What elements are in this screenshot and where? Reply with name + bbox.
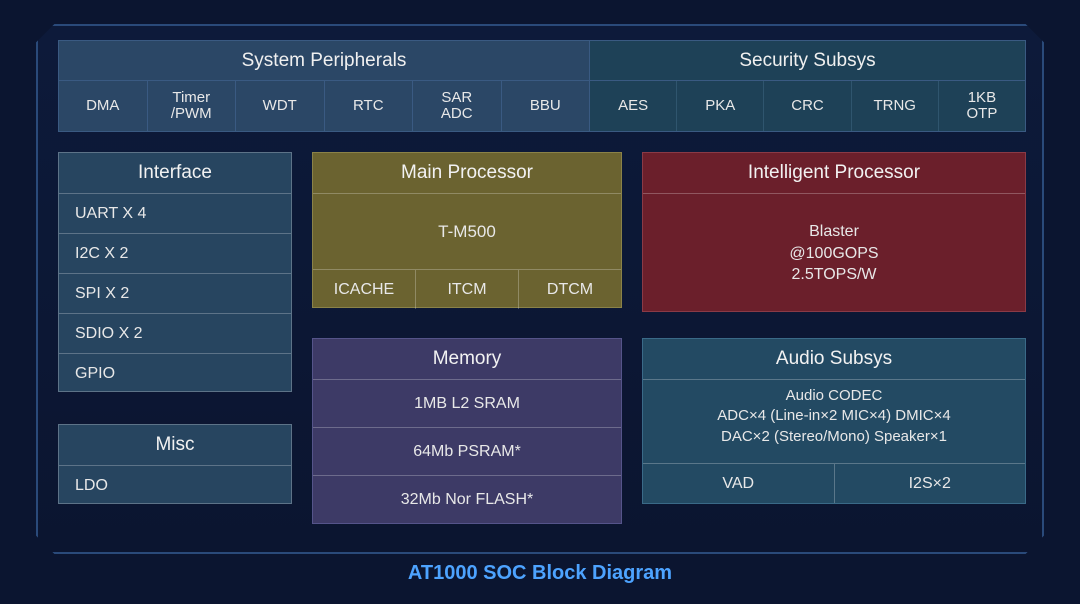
memory-row: 1MB L2 SRAM (313, 379, 621, 427)
interface-title: Interface (59, 153, 291, 193)
system-peripherals-title: System Peripherals (59, 41, 589, 81)
misc-row: LDO (59, 465, 291, 505)
audio-subcell: I2S×2 (835, 464, 1026, 503)
security-subsys-title: Security Subsys (590, 41, 1025, 81)
main-processor-block: Main Processor T-M500 ICACHE ITCM DTCM (312, 152, 622, 308)
audio-codec-body: Audio CODEC ADC×4 (Line-in×2 MIC×4) DMIC… (643, 379, 1025, 463)
cache-cell: ICACHE (313, 270, 416, 309)
intelligent-processor-body: Blaster @100GOPS 2.5TOPS/W (643, 193, 1025, 313)
misc-block: Misc LDO (58, 424, 292, 504)
interface-block: Interface UART X 4 I2C X 2 SPI X 2 SDIO … (58, 152, 292, 392)
interface-row: UART X 4 (59, 193, 291, 233)
main-processor-title: Main Processor (313, 153, 621, 193)
cache-cell: ITCM (416, 270, 519, 309)
audio-codec-line: DAC×2 (Stereo/Mono) Speaker×1 (651, 427, 1017, 447)
audio-subsys-title: Audio Subsys (643, 339, 1025, 379)
sp-cell: RTC (325, 81, 414, 131)
memory-block: Memory 1MB L2 SRAM 64Mb PSRAM* 32Mb Nor … (312, 338, 622, 524)
sec-cell: AES (590, 81, 677, 131)
security-subsys-block: Security Subsys AES PKA CRC TRNG 1KBOTP (590, 40, 1026, 132)
audio-subcells: VAD I2S×2 (643, 463, 1025, 503)
memory-row: 64Mb PSRAM* (313, 427, 621, 475)
sec-cell: PKA (677, 81, 764, 131)
intelligent-processor-title: Intelligent Processor (643, 153, 1025, 193)
diagram-frame: System Peripherals DMA Timer/PWM WDT RTC… (36, 24, 1044, 554)
sp-cell: Timer/PWM (148, 81, 237, 131)
interface-row: GPIO (59, 353, 291, 393)
intel-line: 2.5TOPS/W (791, 264, 876, 286)
diagram-caption: AT1000 SOC Block Diagram (0, 562, 1080, 585)
audio-subsys-block: Audio Subsys Audio CODEC ADC×4 (Line-in×… (642, 338, 1026, 504)
audio-subcell: VAD (643, 464, 835, 503)
sp-cell: WDT (236, 81, 325, 131)
intel-line: Blaster (809, 221, 859, 243)
misc-title: Misc (59, 425, 291, 465)
audio-codec-line: ADC×4 (Line-in×2 MIC×4) DMIC×4 (651, 406, 1017, 426)
intelligent-processor-block: Intelligent Processor Blaster @100GOPS 2… (642, 152, 1026, 312)
main-processor-core: T-M500 (313, 193, 621, 269)
audio-codec-title: Audio CODEC (651, 386, 1017, 406)
sec-cell: 1KBOTP (939, 81, 1025, 131)
sec-cell: CRC (764, 81, 851, 131)
interface-row: SPI X 2 (59, 273, 291, 313)
sp-cell: SARADC (413, 81, 502, 131)
system-peripherals-cells: DMA Timer/PWM WDT RTC SARADC BBU (59, 81, 589, 131)
security-subsys-cells: AES PKA CRC TRNG 1KBOTP (590, 81, 1025, 131)
lower-grid: Interface UART X 4 I2C X 2 SPI X 2 SDIO … (58, 152, 1026, 542)
system-peripherals-block: System Peripherals DMA Timer/PWM WDT RTC… (58, 40, 590, 132)
sec-cell: TRNG (852, 81, 939, 131)
top-row: System Peripherals DMA Timer/PWM WDT RTC… (58, 40, 1026, 132)
sp-cell: BBU (502, 81, 590, 131)
interface-row: SDIO X 2 (59, 313, 291, 353)
cache-cell: DTCM (519, 270, 621, 309)
sp-cell: DMA (59, 81, 148, 131)
intel-line: @100GOPS (789, 243, 878, 265)
memory-title: Memory (313, 339, 621, 379)
memory-row: 32Mb Nor FLASH* (313, 475, 621, 523)
interface-row: I2C X 2 (59, 233, 291, 273)
main-processor-caches: ICACHE ITCM DTCM (313, 269, 621, 309)
